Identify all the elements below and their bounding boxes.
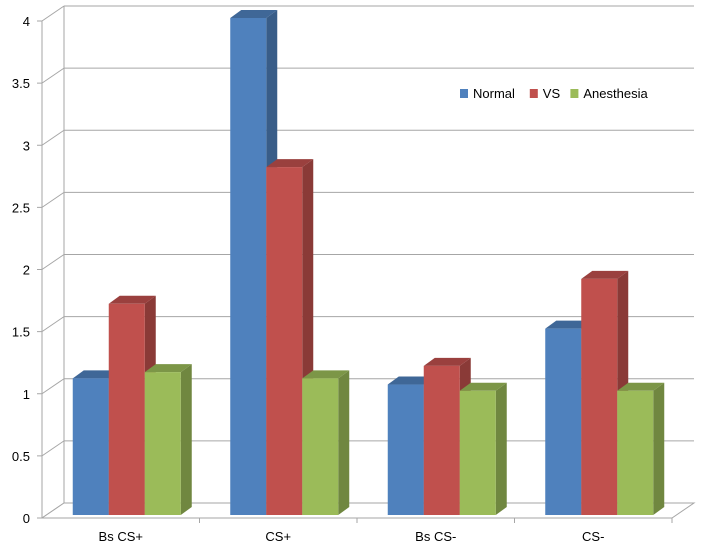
- legend-label: Anesthesia: [583, 86, 648, 101]
- axis-layer: [37, 20, 696, 523]
- legend-swatch: [529, 89, 538, 98]
- bar-layer: [72, 10, 665, 515]
- legend: Normal VS Anesthesia: [460, 86, 648, 101]
- gridline-depth: [41, 254, 65, 270]
- y-tick-label: 0: [23, 511, 30, 526]
- x-tick-label: Bs CS+: [99, 529, 143, 544]
- bar-front: [617, 390, 654, 515]
- gridline-depth: [41, 5, 65, 22]
- gridline-depth: [41, 378, 65, 395]
- bar-front: [230, 18, 267, 515]
- bar-top: [545, 320, 593, 329]
- bar-top: [581, 270, 629, 279]
- bar-top: [617, 382, 665, 391]
- bar-front: [581, 278, 618, 515]
- x-tick-label: CS-: [582, 529, 604, 544]
- y-tick-label: 3.5: [12, 76, 30, 91]
- bar-front: [266, 167, 303, 515]
- bar-top: [108, 295, 156, 304]
- bar-front: [387, 384, 424, 515]
- bar-top: [302, 370, 350, 379]
- x-tick-label: Bs CS-: [415, 529, 456, 544]
- bar-side: [495, 382, 507, 515]
- bar-top: [266, 159, 314, 168]
- bar-front: [545, 328, 582, 515]
- y-tick-label: 4: [23, 14, 30, 29]
- bar-front: [144, 372, 181, 515]
- bar-top: [387, 376, 435, 385]
- legend-swatch: [460, 89, 468, 98]
- gridline-depth: [41, 440, 65, 457]
- legend-label: Normal: [473, 86, 515, 101]
- y-tick-label: 1: [23, 387, 30, 402]
- chart-floor: [40, 502, 696, 519]
- legend-swatch: [570, 89, 579, 98]
- legend-label: VS: [543, 86, 561, 101]
- bar-front: [459, 390, 496, 515]
- x-tick-label: CS+: [265, 529, 291, 544]
- y-tick-label: 3: [23, 138, 30, 153]
- bar-front: [108, 303, 145, 515]
- gridline-depth: [41, 191, 65, 208]
- bar-side: [653, 382, 665, 515]
- bar-anesthesia-cs-: [302, 370, 350, 515]
- bar-side: [180, 364, 192, 515]
- bar-top: [72, 370, 120, 379]
- bar-anesthesia-cs-: [617, 382, 665, 515]
- bar-side: [338, 370, 350, 515]
- label-layer: 0 0.5 1 1.5 2 2.5 3 3.5 4 Bs CS+ CS+ Bs CS- CS-: [12, 14, 605, 544]
- bar-top: [423, 357, 471, 366]
- bar-front: [72, 378, 109, 515]
- gridline-depth: [41, 316, 65, 333]
- gridline-depth: [41, 129, 65, 146]
- bar-top: [459, 382, 507, 391]
- y-tick-label: 0.5: [12, 449, 30, 464]
- y-tick-label: 2: [23, 263, 30, 278]
- bar-anesthesia-bs-cs-: [144, 364, 192, 515]
- bar-anesthesia-bs-cs-: [459, 382, 507, 515]
- bar-top: [230, 10, 278, 18]
- y-tick-label: 2.5: [12, 200, 30, 215]
- bar-front: [302, 378, 339, 515]
- bar-front: [423, 365, 460, 515]
- y-tick-label: 1.5: [12, 325, 30, 340]
- gridline-depth: [41, 67, 65, 84]
- bar-top: [144, 364, 192, 373]
